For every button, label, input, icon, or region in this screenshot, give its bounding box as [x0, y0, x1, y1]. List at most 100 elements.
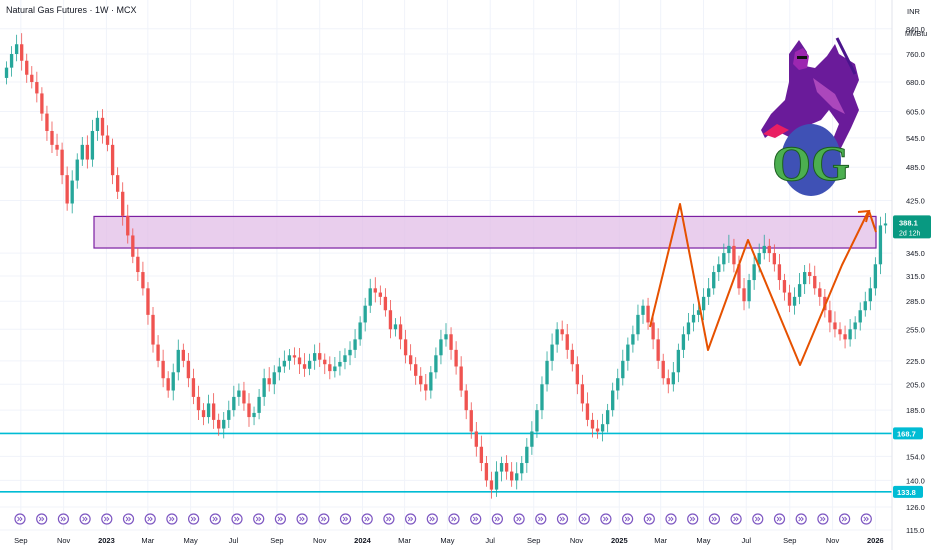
candle	[196, 385, 201, 421]
event-marker	[57, 513, 70, 525]
candle-body	[691, 314, 696, 323]
candle	[257, 389, 261, 420]
candle	[9, 46, 14, 77]
time-axis[interactable]: Sep Nov 2023 Mar May Jul Sep Nov 2024 Mar May Jul Se…	[14, 536, 884, 545]
candle-body	[838, 329, 842, 335]
candle	[540, 376, 544, 420]
candle	[747, 273, 751, 309]
candle	[353, 329, 357, 358]
candle-body	[818, 288, 822, 297]
candle	[494, 461, 499, 497]
candle	[883, 213, 888, 234]
candle	[585, 392, 590, 427]
event-marker-chevron	[711, 516, 718, 522]
candle	[848, 318, 852, 347]
price-badges: 388.1 2d 12h 168.7 133.8	[893, 215, 931, 498]
event-marker-chevron	[17, 516, 23, 522]
candle	[686, 312, 691, 341]
candle	[403, 329, 408, 364]
candle-body	[459, 366, 463, 391]
event-marker	[513, 513, 525, 525]
event-marker-chevron	[863, 516, 869, 522]
candle	[712, 265, 716, 295]
event-markers	[14, 513, 872, 525]
event-marker-chevron	[212, 516, 218, 522]
candle	[201, 403, 206, 426]
candle-body	[105, 135, 110, 145]
candle	[206, 394, 211, 424]
candle-body	[777, 264, 782, 281]
candle	[570, 343, 574, 372]
event-marker-chevron	[277, 516, 284, 522]
candle-body	[65, 175, 69, 204]
candle-body	[318, 353, 322, 360]
candle	[217, 413, 221, 436]
y-tick-label: 115.0	[906, 526, 924, 535]
candle-body	[267, 378, 271, 385]
x-tick-label: Sep	[527, 536, 540, 545]
event-marker	[687, 513, 699, 525]
candle	[85, 135, 90, 169]
candle	[676, 343, 681, 383]
candle	[464, 384, 468, 420]
candle-body	[484, 463, 489, 481]
wave-pattern	[649, 203, 877, 366]
event-marker-chevron	[38, 516, 45, 522]
event-marker-chevron	[472, 516, 479, 522]
event-marker	[426, 513, 438, 525]
logo-text: OG	[772, 135, 850, 191]
event-marker-chevron	[169, 516, 175, 522]
candle	[489, 471, 494, 499]
candle-body	[398, 324, 403, 340]
candle	[318, 342, 322, 367]
event-marker	[470, 513, 482, 525]
x-tick-label: Sep	[270, 536, 283, 545]
candle-body	[656, 339, 660, 361]
event-marker-chevron	[82, 516, 88, 522]
candle	[419, 367, 423, 392]
event-marker	[253, 513, 265, 525]
candle	[368, 278, 372, 313]
candle	[530, 421, 534, 455]
candle-body	[277, 366, 281, 373]
candle	[363, 297, 367, 332]
candle	[595, 419, 600, 439]
candle	[535, 403, 539, 438]
candle-body	[646, 305, 650, 323]
y-tick-label: 185.0	[906, 406, 925, 415]
candle-body	[302, 364, 307, 369]
candle-body	[4, 67, 9, 78]
event-marker	[14, 513, 26, 525]
candle-body	[282, 360, 287, 367]
candle-body	[555, 329, 559, 345]
candle	[211, 393, 216, 429]
candles	[4, 33, 888, 499]
candle	[600, 413, 605, 442]
candle	[439, 329, 443, 365]
candle	[4, 61, 9, 85]
candle-body	[247, 403, 251, 418]
candle-body	[181, 349, 185, 361]
y-tick-label: 225.0	[906, 357, 925, 366]
candle-body	[469, 410, 473, 432]
candle	[611, 382, 615, 417]
candle	[20, 33, 24, 71]
candle	[30, 66, 34, 89]
candle	[772, 244, 777, 272]
candle	[14, 34, 19, 62]
candle	[732, 238, 736, 273]
candle-body	[605, 410, 610, 425]
event-marker-chevron	[537, 516, 544, 522]
candle-body	[479, 446, 484, 464]
candle-body	[297, 357, 302, 365]
candle-body	[686, 322, 691, 335]
candle	[191, 368, 196, 405]
candle-body	[808, 272, 812, 277]
candle-body	[621, 360, 625, 379]
event-marker-chevron	[798, 516, 804, 522]
candle-body	[414, 364, 418, 376]
candle	[166, 371, 170, 398]
candle	[479, 435, 484, 472]
